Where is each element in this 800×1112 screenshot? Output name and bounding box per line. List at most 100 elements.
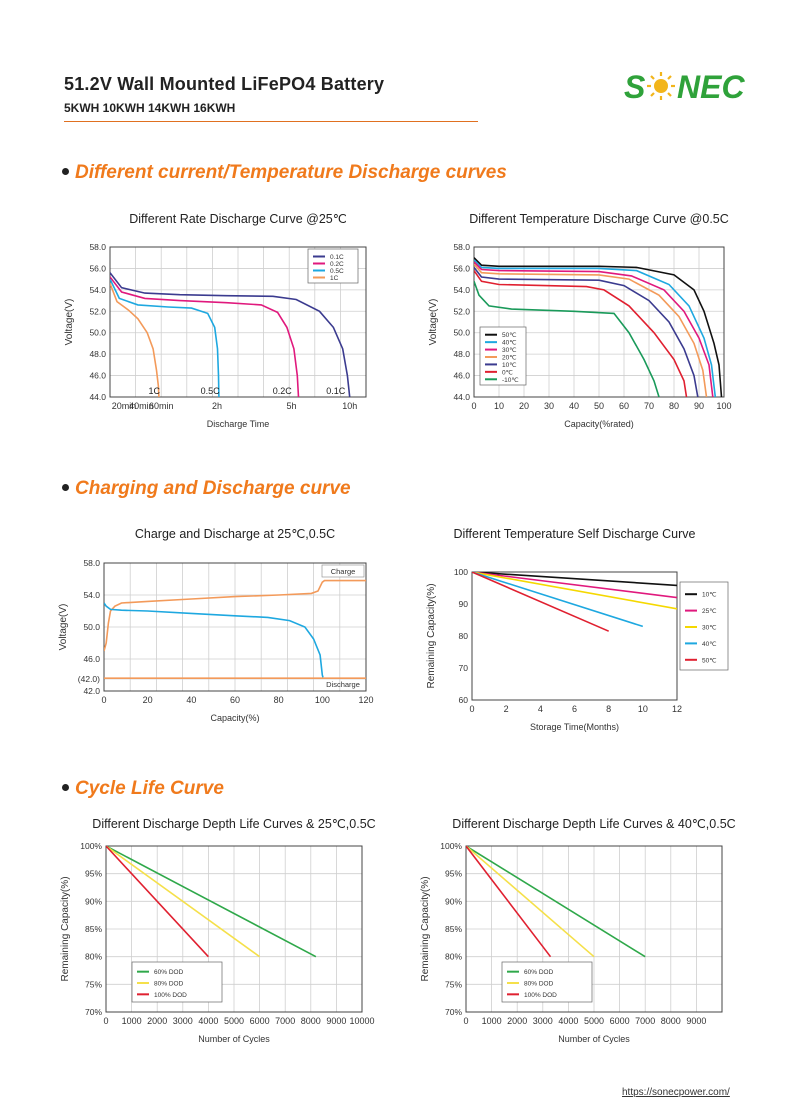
legend-label: 30℃ [702, 625, 717, 632]
x-tick-label: 10000 [349, 1016, 374, 1026]
y-tick-label: 100 [454, 567, 468, 577]
plot-frame [473, 246, 725, 398]
y-axis-label: Remaining Capacity(%) [420, 876, 431, 981]
header-divider [64, 121, 478, 122]
x-tick-label: 4000 [558, 1016, 578, 1026]
x-tick-label: 7000 [275, 1016, 295, 1026]
x-tick-label: 2000 [507, 1016, 527, 1026]
y-tick-label: 54.0 [89, 285, 106, 295]
x-tick-label: 60min [149, 401, 174, 411]
x-axis-label: Discharge Time [207, 419, 270, 429]
series-line-30- [472, 572, 677, 610]
x-axis-label: Storage Time(Months) [530, 722, 619, 732]
series-line-0-1c [110, 272, 351, 397]
y-axis-label: Remaining Capacity(%) [426, 583, 437, 688]
x-tick-label: 20 [519, 401, 529, 411]
series-line-40- [472, 572, 644, 628]
series-line-40- [474, 259, 717, 397]
page-title: 51.2V Wall Mounted LiFePO4 Battery [64, 74, 385, 94]
x-tick-label: 2 [504, 704, 509, 714]
bullet-icon [62, 784, 69, 792]
chart-title: Different Temperature Discharge Curve @0… [469, 212, 729, 226]
x-tick-label: 8000 [661, 1016, 681, 1026]
legend-label: 100% DOD [154, 992, 187, 999]
series-group [474, 257, 723, 397]
series-line-0-5c [110, 278, 220, 397]
x-tick-label: 1000 [122, 1016, 142, 1026]
chart-title: Different Discharge Depth Life Curves & … [452, 817, 735, 831]
rate-discharge-chart: Different Rate Discharge Curve @25℃ 44.0 4… [64, 212, 367, 429]
y-tick-label: 95% [445, 869, 462, 879]
series-line-0-2c [110, 276, 300, 397]
legend-label: 0.2C [330, 261, 344, 268]
x-tick-label: 40min [129, 401, 154, 411]
sun-icon [647, 72, 675, 100]
plot-area [109, 246, 367, 398]
x-tick-label: 6 [572, 704, 577, 714]
y-tick-label: 70% [445, 1007, 462, 1017]
x-tick-label: 20 [143, 695, 153, 705]
y-tick-label: 70% [85, 1007, 102, 1017]
sonec-logo: S NEC [624, 69, 745, 105]
x-tick-label: 6000 [610, 1016, 630, 1026]
x-tick-label: 100 [716, 401, 731, 411]
annotation-box [321, 564, 365, 578]
x-tick-label: 0 [471, 401, 476, 411]
y-tick-label: 85% [445, 924, 462, 934]
x-tick-label: 0 [101, 695, 106, 705]
x-tick-label: 2000 [147, 1016, 167, 1026]
legend-label: 30℃ [502, 347, 517, 354]
series-line-100-dod [106, 846, 209, 958]
footer-link[interactable]: https://sonecpower.com/ [622, 1087, 730, 1098]
x-tick-label: 6000 [250, 1016, 270, 1026]
x-tick-label: 10h [342, 401, 357, 411]
chart-title: Different Temperature Self Discharge Cur… [453, 527, 695, 541]
x-tick-label: 9000 [326, 1016, 346, 1026]
legend-label: 60% DOD [524, 969, 554, 976]
y-tick-label: 46.0 [453, 371, 470, 381]
y-tick-label: 56.0 [89, 263, 106, 273]
legend-label: 80% DOD [154, 981, 184, 988]
y-tick-label: 95% [85, 869, 102, 879]
x-tick-label: 60 [619, 401, 629, 411]
y-tick-label: 70 [459, 663, 469, 673]
x-tick-label: 7000 [635, 1016, 655, 1026]
x-axis-label: Capacity(%rated) [564, 419, 634, 429]
y-tick-label: 80 [459, 631, 469, 641]
curve-label: 0.1C [326, 386, 346, 396]
x-tick-label: 3000 [173, 1016, 193, 1026]
x-tick-label: 9000 [686, 1016, 706, 1026]
legend-label: 0.1C [330, 254, 344, 261]
y-tick-label: 58.0 [83, 558, 100, 568]
y-tick-label: 50.0 [453, 328, 470, 338]
y-axis-label: Voltage(V) [64, 299, 75, 346]
x-tick-label: 5h [287, 401, 297, 411]
y-axis-label: Voltage(V) [58, 604, 69, 651]
x-tick-label: 2h [212, 401, 222, 411]
y-axis-label: Voltage(V) [428, 299, 439, 346]
x-tick-label: 12 [672, 704, 682, 714]
y-tick-label: 44.0 [89, 392, 106, 402]
series-line-0- [474, 270, 688, 397]
legend-label: 10℃ [702, 592, 717, 599]
series-group [110, 272, 351, 397]
y-tick-label: 48.0 [89, 349, 106, 359]
series-line-20- [474, 263, 708, 397]
legend-label: 80% DOD [524, 981, 554, 988]
series-line-discharge [104, 602, 324, 678]
series-line-30- [474, 261, 714, 397]
y-tick-label: 50.0 [83, 622, 100, 632]
section-cycle-label: Cycle Life Curve [75, 778, 224, 799]
legend-label: 50℃ [702, 657, 717, 664]
x-tick-label: 60 [230, 695, 240, 705]
chart-title: Charge and Discharge at 25℃,0.5C [135, 527, 335, 541]
x-axis-label: Capacity(%) [210, 713, 259, 723]
legend-box [479, 326, 527, 386]
series-line--10- [474, 281, 660, 397]
section-discharge: Different current/Temperature Discharge … [62, 162, 507, 184]
series-line-60-dod [106, 846, 317, 958]
x-tick-label: 40 [186, 695, 196, 705]
plot-area [471, 571, 678, 701]
x-tick-label: 5000 [224, 1016, 244, 1026]
y-tick-label: 100% [80, 841, 102, 851]
